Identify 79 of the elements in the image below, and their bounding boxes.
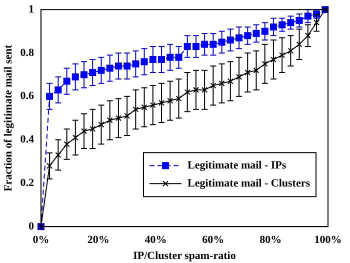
point (192, 86, 199, 93)
point (98, 122, 104, 128)
point (89, 69, 96, 76)
point (288, 48, 294, 54)
point (167, 98, 174, 104)
point (210, 40, 217, 48)
point (296, 41, 302, 48)
point (314, 20, 320, 26)
point (106, 117, 113, 124)
point (304, 12, 312, 20)
point (81, 128, 88, 134)
point (175, 54, 182, 61)
point (279, 52, 286, 58)
point (46, 92, 54, 100)
y-tick-label: 0 (28, 220, 34, 232)
point (270, 56, 276, 63)
point (132, 106, 139, 112)
y-tick-label: 1 (28, 3, 34, 16)
x-tick-label: 40% (144, 234, 167, 246)
point (202, 86, 208, 93)
point (80, 71, 88, 78)
point (218, 80, 225, 86)
point (210, 82, 216, 89)
point (166, 54, 174, 61)
point (98, 66, 105, 74)
point (72, 73, 79, 80)
y-axis-title: Fraction of legitimate mail sent (2, 44, 14, 192)
point (218, 38, 226, 46)
y-tick-label: 0.8 (20, 46, 34, 59)
point (184, 89, 190, 96)
point (304, 32, 311, 39)
y-tick-label: 0.4 (20, 134, 34, 146)
x-axis-title: IP/Cluster spam-ratio (133, 250, 236, 262)
point (236, 34, 243, 42)
point (176, 96, 182, 102)
point (54, 86, 62, 94)
point (158, 100, 165, 106)
point (262, 60, 268, 67)
point (296, 16, 303, 24)
legend-label: Legitimate mail - Clusters (188, 177, 311, 190)
point (114, 62, 122, 70)
x-tick-label: 0% (32, 234, 50, 246)
point (106, 64, 114, 72)
point (287, 19, 294, 26)
point (150, 102, 156, 108)
x-tick-label: 20% (87, 234, 110, 246)
point (192, 42, 200, 50)
point (132, 60, 140, 68)
point (55, 152, 62, 158)
point (140, 58, 148, 66)
point (261, 28, 268, 35)
point (236, 74, 242, 80)
x-tick-label: 80% (260, 234, 282, 246)
x-tick-label: 100% (314, 234, 342, 246)
point (270, 23, 277, 30)
point (244, 32, 252, 40)
point (158, 56, 166, 64)
point (72, 134, 78, 141)
point (201, 40, 208, 48)
point (252, 30, 260, 37)
point (278, 21, 286, 28)
point (90, 126, 96, 132)
y-tick-label: 0.6 (20, 90, 34, 102)
legend-label: Legitimate mail - IPs (188, 159, 287, 172)
point (124, 112, 130, 119)
point (253, 67, 260, 74)
point (149, 56, 156, 64)
point (63, 78, 70, 85)
point (115, 115, 122, 122)
point (124, 62, 131, 70)
point (227, 78, 234, 84)
point (141, 104, 148, 110)
point (244, 70, 251, 76)
y-tick-label: 0.2 (20, 177, 34, 190)
x-tick-label: 60% (202, 234, 224, 246)
point (46, 162, 53, 169)
point (226, 36, 234, 44)
point (184, 42, 191, 50)
point (64, 141, 70, 148)
